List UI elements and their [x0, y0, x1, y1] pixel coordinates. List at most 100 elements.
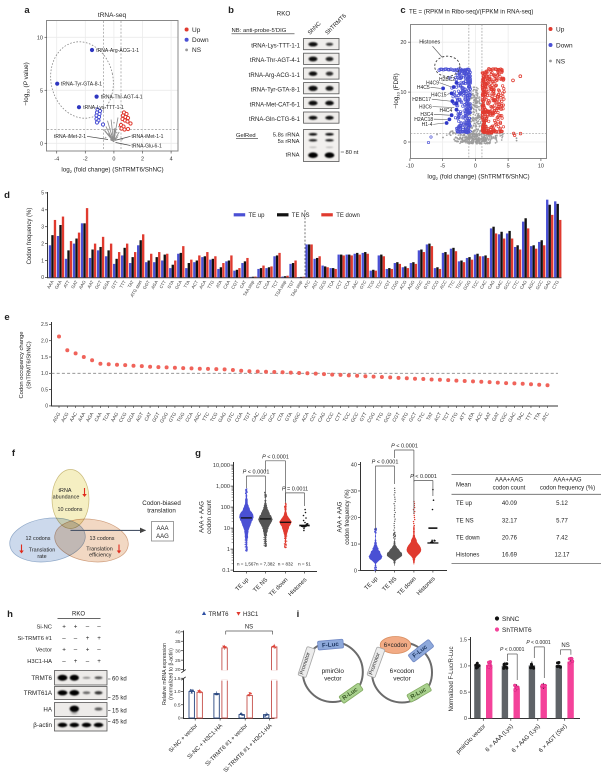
svg-text:P < 0.0001: P < 0.0001	[391, 444, 418, 450]
svg-text:ACT: ACT	[190, 279, 199, 289]
svg-text:GCT: GCT	[94, 279, 103, 290]
svg-text:0: 0	[112, 157, 115, 163]
svg-text:P < 0.0001: P < 0.0001	[262, 454, 289, 460]
svg-text:β-actin: β-actin	[33, 722, 52, 729]
svg-text:GCG: GCG	[383, 411, 394, 424]
svg-text:10,000: 10,000	[213, 463, 230, 469]
svg-text:ATC: ATC	[303, 280, 312, 290]
svg-text:10: 10	[224, 526, 230, 532]
svg-text:1,000: 1,000	[216, 484, 230, 490]
svg-text:ShNC: ShNC	[502, 616, 520, 623]
svg-text:GGG: GGG	[159, 411, 170, 424]
svg-text:codon count: codon count	[206, 500, 213, 534]
svg-text:CGT: CGT	[230, 279, 239, 290]
svg-text:Up: Up	[556, 26, 565, 33]
svg-text:ACG: ACG	[60, 411, 71, 423]
svg-text:30: 30	[351, 489, 357, 495]
svg-text:H1-4: H1-4	[422, 122, 433, 128]
svg-text:CTG: CTG	[449, 411, 459, 423]
svg-text:GTC: GTC	[226, 411, 237, 423]
svg-text:H3C1-HA: H3C1-HA	[27, 659, 52, 665]
svg-text:TAT: TAT	[127, 279, 135, 288]
svg-text:H3C6: H3C6	[419, 104, 432, 110]
svg-text:15 kd: 15 kd	[112, 709, 127, 715]
svg-text:GAT: GAT	[70, 279, 79, 289]
svg-text:GAC: GAC	[507, 411, 518, 423]
svg-text:TTC: TTC	[201, 411, 211, 423]
svg-text:12.17: 12.17	[554, 552, 570, 558]
svg-text:TE up: TE up	[249, 213, 266, 219]
svg-text:CTG: CTG	[551, 279, 560, 290]
svg-text:F-Luc: F-Luc	[322, 641, 340, 649]
svg-text:TE up: TE up	[235, 577, 251, 593]
svg-text:5: 5	[41, 191, 44, 197]
svg-text:NS: NS	[556, 58, 566, 65]
svg-text:GCG: GCG	[318, 279, 328, 291]
svg-text:100: 100	[221, 505, 230, 511]
svg-text:TCG: TCG	[366, 279, 375, 290]
svg-text:GTA: GTA	[166, 279, 175, 289]
svg-text:H2BC2: H2BC2	[439, 77, 455, 83]
svg-text:tRNA-Glu-6-1: tRNA-Glu-6-1	[132, 144, 163, 150]
svg-text:AAG: AAG	[156, 534, 169, 540]
svg-text:20: 20	[400, 40, 406, 46]
svg-text:TE NS: TE NS	[382, 576, 399, 593]
svg-text:AGA: AGA	[85, 411, 96, 423]
svg-text:-5: -5	[440, 163, 445, 169]
svg-text:1.0: 1.0	[174, 689, 181, 695]
svg-text:CCT: CCT	[335, 279, 344, 290]
svg-text:n = 1,567: n = 1,567	[237, 561, 256, 566]
svg-text:-4: -4	[54, 157, 59, 163]
svg-text:GGC: GGC	[292, 411, 303, 424]
svg-text:GAT: GAT	[491, 411, 501, 422]
svg-text:P < 0.0001: P < 0.0001	[243, 470, 270, 476]
svg-text:20: 20	[351, 515, 357, 521]
svg-text:+: +	[62, 647, 66, 654]
svg-text:1.0: 1.0	[460, 664, 467, 670]
svg-text:Up: Up	[192, 27, 201, 34]
svg-text:–: –	[86, 658, 90, 665]
svg-text:AAG: AAG	[78, 279, 87, 290]
svg-text:–: –	[86, 624, 90, 631]
svg-text:–: –	[74, 635, 78, 642]
svg-text:GGA: GGA	[102, 279, 111, 290]
svg-text:1.5: 1.5	[174, 676, 181, 682]
svg-text:25: 25	[175, 658, 181, 664]
svg-text:GCA: GCA	[174, 279, 183, 290]
svg-text:vector: vector	[324, 675, 342, 682]
svg-text:NS: NS	[245, 625, 253, 631]
svg-text:0.5: 0.5	[460, 690, 467, 696]
svg-text:AAA+AAG: AAA+AAG	[495, 478, 524, 484]
svg-text:TCC: TCC	[471, 280, 480, 290]
svg-text:TTA: TTA	[533, 411, 543, 422]
svg-text:–: –	[74, 647, 78, 654]
svg-text:2: 2	[141, 157, 144, 163]
svg-text:rate: rate	[37, 554, 46, 560]
svg-text:TTC: TTC	[447, 280, 456, 290]
svg-text:TE down: TE down	[456, 535, 480, 541]
svg-text:GAG: GAG	[543, 279, 553, 290]
svg-text:10: 10	[351, 542, 357, 548]
svg-text:CGC: CGC	[499, 411, 510, 424]
svg-text:g: g	[195, 448, 201, 459]
svg-text:TGT: TGT	[287, 279, 296, 289]
svg-text:60 kd: 60 kd	[112, 677, 127, 683]
svg-text:CGT: CGT	[391, 411, 401, 423]
svg-text:5.8s rRNA: 5.8s rRNA	[273, 133, 300, 139]
svg-text:TCC: TCC	[375, 280, 384, 290]
svg-text:ACA: ACA	[300, 411, 311, 423]
svg-text:e: e	[4, 312, 9, 323]
svg-text:abundance: abundance	[53, 495, 80, 501]
svg-text:2.0: 2.0	[41, 339, 48, 345]
svg-text:CAT: CAT	[239, 279, 248, 289]
svg-text:Codon occupancy change: Codon occupancy change	[19, 331, 25, 398]
svg-text:−log10 (P value): −log10 (P value)	[23, 62, 30, 106]
svg-text:H2AC18: H2AC18	[414, 117, 433, 123]
svg-text:GAC: GAC	[495, 280, 504, 291]
svg-text:n = 7,382: n = 7,382	[256, 561, 275, 566]
svg-text:+: +	[74, 658, 78, 665]
svg-text:AAA: AAA	[77, 411, 87, 423]
svg-text:AAA + AAG: AAA + AAG	[338, 501, 344, 532]
svg-text:tRNA-Arg-ACG-1-1: tRNA-Arg-ACG-1-1	[96, 48, 139, 54]
svg-text:ATA: ATA	[215, 279, 223, 288]
